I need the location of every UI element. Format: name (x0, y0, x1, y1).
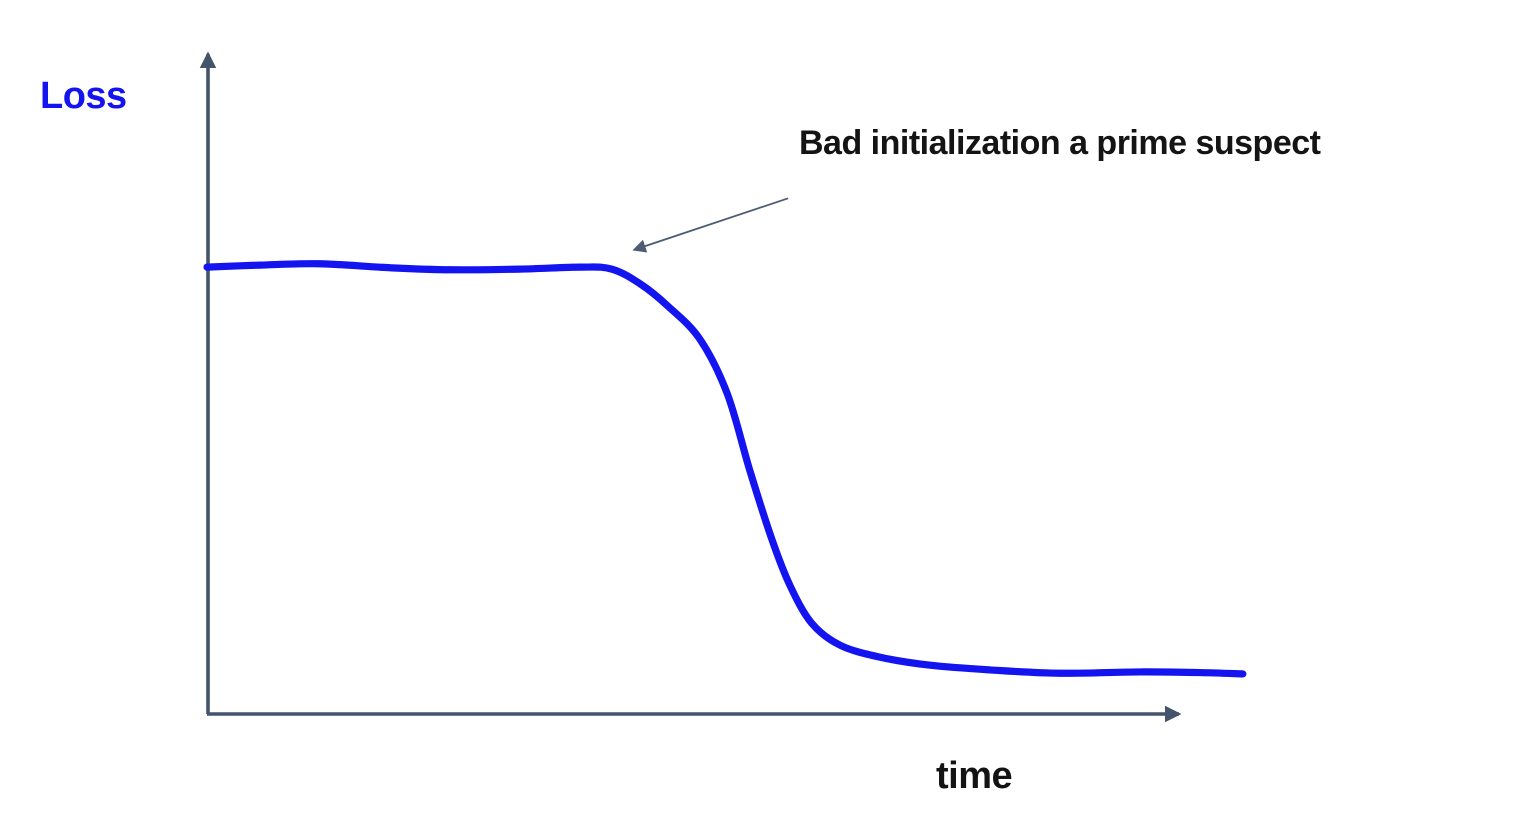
annotation-text: Bad initialization a prime suspect (799, 124, 1321, 162)
x-axis-label: time (936, 755, 1013, 797)
y-axis-label: Loss (40, 75, 127, 117)
annotation-arrow-line (632, 197, 789, 253)
loss-curve (203, 260, 1247, 678)
